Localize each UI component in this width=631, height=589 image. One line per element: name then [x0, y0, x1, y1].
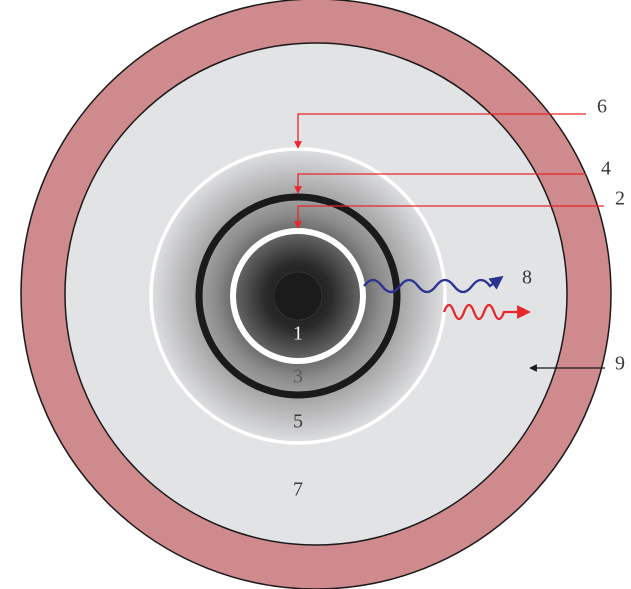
callout-4	[294, 173, 586, 194]
zone-label-3: 3	[293, 366, 303, 388]
blue-wavy-arrow-icon	[363, 275, 504, 294]
zone-label-5: 5	[293, 411, 303, 433]
callout-label-2: 2	[615, 188, 625, 210]
zone-label-7: 7	[293, 479, 303, 501]
callout-6	[294, 113, 586, 149]
boundary-ring-6	[149, 147, 447, 445]
callout-label-6: 6	[597, 96, 607, 118]
zone-label-1: 1	[293, 323, 303, 345]
callout-label-8: 8	[522, 267, 532, 289]
callout-label-4: 4	[601, 158, 611, 180]
red-wavy-arrow-icon	[442, 303, 531, 321]
callout-2	[294, 205, 604, 229]
boundary-ring-2	[230, 228, 366, 364]
boundary-ring-4	[195, 193, 401, 399]
core-center	[273, 271, 323, 321]
callout-label-9: 9	[615, 353, 625, 375]
